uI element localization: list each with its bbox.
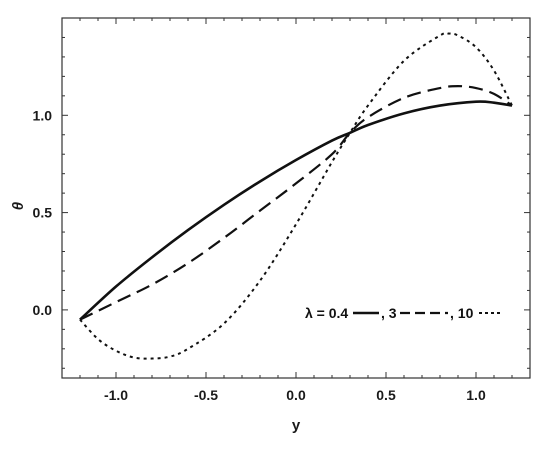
series-line-10 [79,31,513,360]
legend-label-3: , 3 [381,305,397,321]
legend: λ = 0.4 , 3 , 10 [305,305,500,321]
series-line-3 [79,85,513,321]
x-axis-label: y [292,417,301,434]
series-line-0.4 [79,100,513,321]
legend-label-10: , 10 [450,305,474,321]
plot-frame [61,17,531,379]
tick-labels: -1.0 -0.5 0.0 0.5 1.0 0.0 0.5 1.0 [33,107,486,403]
ticks [61,17,531,378]
y-tick-label: 1.0 [33,107,53,123]
x-tick-label: -0.5 [194,387,218,403]
y-tick-label: 0.5 [33,205,53,221]
x-tick-label: 0.5 [376,387,396,403]
y-axis-label: θ [10,201,27,210]
x-tick-label: 1.0 [466,387,486,403]
y-tick-label: 0.0 [33,302,53,318]
x-tick-label: 0.0 [286,387,306,403]
legend-prefix: λ = 0.4 [305,305,348,321]
x-tick-label: -1.0 [104,387,128,403]
series-layer [79,31,513,360]
